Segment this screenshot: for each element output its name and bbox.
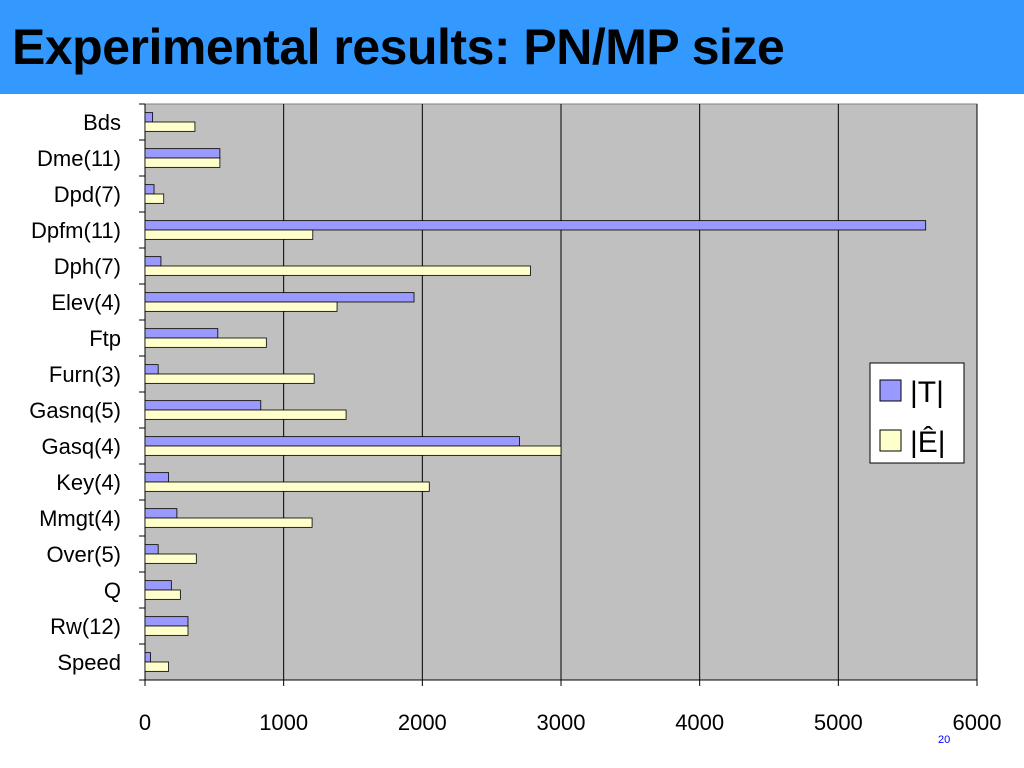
x-tick-label: 4000 xyxy=(675,710,724,735)
category-label: Mmgt(4) xyxy=(39,506,121,531)
bar-E xyxy=(144,265,531,276)
x-tick-label: 0 xyxy=(139,710,151,735)
bar-E xyxy=(144,445,562,456)
category-label: Elev(4) xyxy=(51,290,121,315)
category-label: Gasq(4) xyxy=(42,434,121,459)
category-label: Ftp xyxy=(89,326,121,351)
bar-E xyxy=(144,373,315,384)
bar-T xyxy=(144,292,415,303)
page-number: 20 xyxy=(938,734,951,746)
bar-T xyxy=(144,148,221,159)
category-label: Q xyxy=(104,578,121,603)
bar-E xyxy=(144,229,314,240)
bar-E xyxy=(144,517,313,528)
bar-T xyxy=(144,400,262,411)
bar-T xyxy=(144,112,154,123)
x-tick-label: 1000 xyxy=(259,710,308,735)
title-bar: Experimental results: PN/MP size xyxy=(0,0,1024,94)
bar-T xyxy=(144,544,159,555)
category-label: Key(4) xyxy=(56,470,121,495)
legend-swatch-E xyxy=(879,429,902,452)
bar-E xyxy=(144,157,221,168)
bar-E xyxy=(144,301,338,312)
x-tick-label: 5000 xyxy=(814,710,863,735)
bar-E xyxy=(144,193,165,204)
slide-title: Experimental results: PN/MP size xyxy=(12,19,785,75)
bar-E xyxy=(144,481,430,492)
bar-T xyxy=(144,652,151,663)
legend-label-E: |Ê| xyxy=(910,426,946,459)
bar-E xyxy=(144,337,267,348)
bar-T xyxy=(144,616,189,627)
bar-T xyxy=(144,472,169,483)
category-label: Over(5) xyxy=(46,542,121,567)
bar-T xyxy=(144,508,178,519)
legend-label-T: |T| xyxy=(910,376,944,409)
x-tick-label: 6000 xyxy=(953,710,1002,735)
x-tick-label: 2000 xyxy=(398,710,447,735)
legend-swatch-T xyxy=(879,379,902,402)
bar-E xyxy=(144,121,196,132)
category-label: Gasnq(5) xyxy=(29,398,121,423)
bar-E xyxy=(144,625,189,636)
bar-T xyxy=(144,256,162,267)
bar-E xyxy=(144,409,347,420)
x-tick-label: 3000 xyxy=(537,710,586,735)
bar-T xyxy=(144,184,155,195)
category-label: Bds xyxy=(83,110,121,135)
category-label: Dph(7) xyxy=(54,254,121,279)
category-label: Speed xyxy=(57,650,121,675)
category-label: Rw(12) xyxy=(50,614,121,639)
category-label: Dpd(7) xyxy=(54,182,121,207)
bar-T xyxy=(144,580,172,591)
bar-E xyxy=(144,661,169,672)
bar-T xyxy=(144,364,159,375)
bar-T xyxy=(144,436,520,447)
bar-E xyxy=(144,589,181,600)
category-label: Dpfm(11) xyxy=(31,218,121,243)
category-label: Furn(3) xyxy=(49,362,121,387)
bar-E xyxy=(144,553,197,564)
category-label: Dme(11) xyxy=(37,146,121,171)
bar-T xyxy=(144,328,219,339)
bar-T xyxy=(144,220,927,231)
